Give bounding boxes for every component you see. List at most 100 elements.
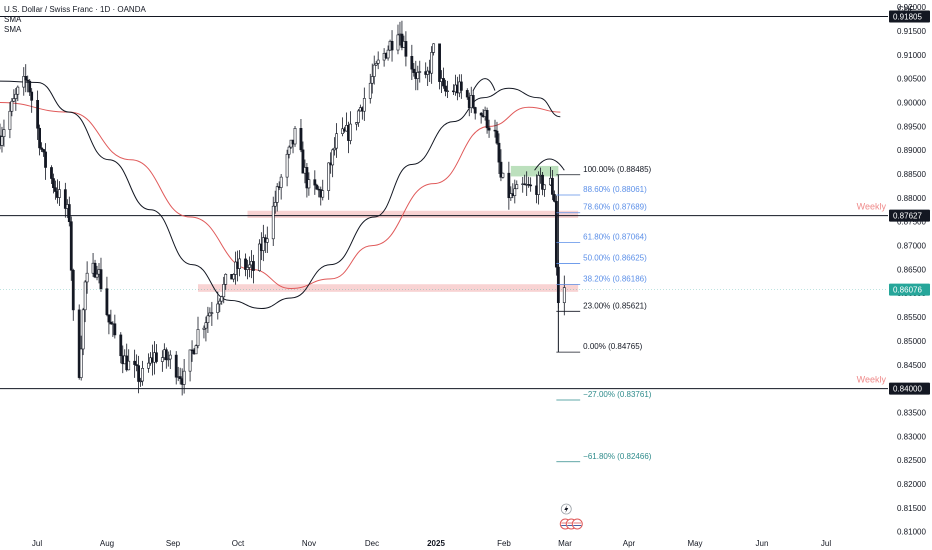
price-tick-label: 0.90500 [897, 75, 926, 84]
resistance-zone [198, 284, 579, 292]
time-axis[interactable]: Jul Aug Sep Oct Nov Dec 2025 Feb Mar Apr May Jun Jul [0, 535, 888, 550]
sma-layer [0, 80, 561, 310]
candle-down [400, 33, 404, 48]
candle-down [137, 365, 141, 382]
price-tick-label: 0.87000 [897, 242, 926, 251]
fib-level-label: 88.60% (0.88061) [583, 185, 647, 194]
candle-down [487, 127, 491, 131]
candle-up [8, 110, 12, 130]
candle-down [63, 189, 67, 209]
candle-up [210, 312, 214, 314]
candle-down [390, 40, 394, 51]
candle-up [307, 179, 311, 189]
candle-up [333, 147, 337, 151]
candle-down [99, 269, 103, 290]
candle-up [208, 312, 212, 317]
time-tick-label: Dec [365, 539, 379, 548]
candle-up [543, 184, 546, 190]
time-tick-label: Jun [756, 539, 769, 548]
candle-down [36, 100, 40, 129]
candle-down [493, 129, 497, 132]
candle-up [501, 172, 505, 178]
candle-down [54, 187, 57, 192]
resistance-zone [247, 210, 579, 218]
candle-up [22, 76, 26, 88]
candle-down [551, 177, 554, 195]
candle-down [404, 41, 408, 57]
symbol-title[interactable]: U.S. Dollar / Swiss Franc · 1D · OANDA [4, 5, 146, 14]
fib-level-label: 78.60% (0.87689) [583, 203, 647, 212]
candle-up [331, 149, 335, 166]
candle-up [293, 128, 297, 145]
candle-down [459, 81, 463, 91]
candle-down [499, 161, 503, 178]
candle-up [275, 186, 279, 203]
candle-down [93, 262, 97, 278]
price-tick-label: 0.85500 [897, 313, 926, 322]
price-tick-label: 0.81500 [897, 504, 926, 513]
candle-up [356, 110, 360, 123]
candle-up [206, 315, 210, 323]
candle-up [432, 43, 436, 53]
candle-down [67, 204, 71, 223]
sma-long-line [0, 80, 561, 310]
candle-up [374, 63, 378, 66]
candle-up [216, 303, 220, 314]
candle-down [42, 149, 45, 153]
level-price-tag [889, 209, 930, 222]
candle-down [444, 85, 447, 92]
fib-level-label: 50.00% (0.86625) [583, 253, 647, 262]
fib-level-label: 23.00% (0.85621) [583, 301, 647, 310]
candle-down [412, 68, 416, 73]
candle-down [305, 167, 309, 189]
fib-level-label: 61.80% (0.87064) [583, 233, 647, 242]
candle-down [40, 147, 43, 150]
candle-up [386, 49, 390, 59]
candle-up [194, 345, 198, 355]
fib-level-label: −27.00% (0.83761) [583, 390, 652, 399]
time-tick-label: Oct [232, 539, 245, 548]
candle-up [416, 72, 420, 79]
candle-up [257, 243, 261, 271]
candle-up [368, 82, 372, 99]
candle-down [105, 288, 109, 316]
time-tick-label: Apr [623, 539, 636, 548]
candle-up [513, 188, 517, 196]
fib-level-label: −61.80% (0.82466) [583, 452, 652, 461]
candle-down [299, 128, 303, 151]
lightning-glyph [564, 505, 569, 513]
candle-up [537, 175, 540, 195]
chart-legend: U.S. Dollar / Swiss Franc · 1D · OANDA S… [4, 5, 146, 35]
level-price-tag-text: 0.91805 [893, 12, 922, 21]
candle-up [0, 136, 4, 146]
price-tick-label: 0.86500 [897, 265, 926, 274]
price-tick-label: 0.85000 [897, 337, 926, 346]
candle-down [178, 376, 182, 379]
candle-up [246, 267, 249, 270]
sma-short-line [0, 102, 561, 290]
price-tick-label: 0.82000 [897, 480, 926, 489]
sma-indicator-1[interactable]: SMA [4, 15, 22, 24]
candle-up [222, 284, 226, 298]
candle-down [26, 79, 30, 82]
time-axis-background [0, 535, 888, 550]
sma-indicator-2[interactable]: SMA [4, 25, 22, 34]
candle-up [160, 357, 164, 362]
candle-down [410, 56, 414, 70]
candle-up [376, 59, 380, 64]
candle-up [85, 272, 89, 283]
candle-down [164, 349, 168, 361]
candle-up [261, 237, 265, 251]
candle-up [196, 329, 200, 346]
candle-up [168, 354, 172, 360]
candle-down [442, 78, 445, 87]
candle-down [135, 364, 139, 366]
green-zone [510, 165, 559, 177]
price-tick-label: 0.83000 [897, 432, 926, 441]
candle-down [52, 178, 55, 189]
weekly-annotation: Weekly [857, 375, 887, 385]
candle-up [515, 184, 519, 190]
candle-up [287, 146, 291, 155]
